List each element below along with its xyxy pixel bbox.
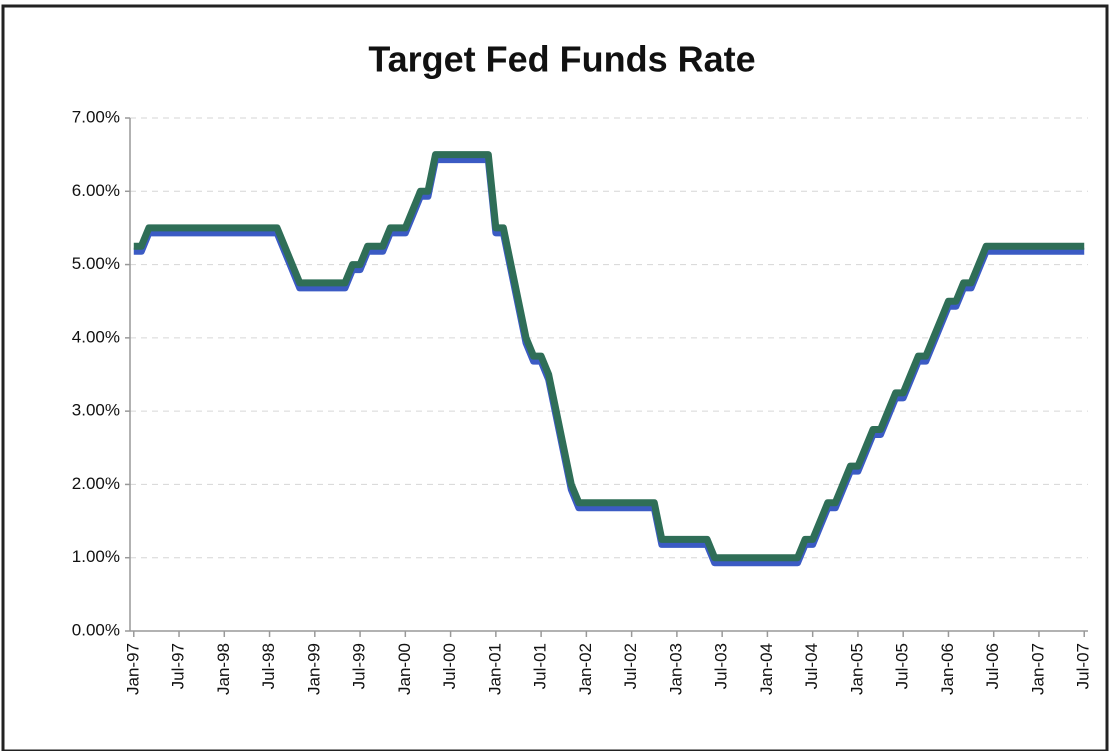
x-tick-label: Jan-01 bbox=[485, 643, 504, 695]
chart-title: Target Fed Funds Rate bbox=[368, 39, 755, 80]
x-tick-label: Jul-04 bbox=[802, 643, 821, 689]
y-tick-label: 5.00% bbox=[72, 254, 120, 273]
x-tick-label: Jan-06 bbox=[938, 643, 957, 695]
y-tick-label: 6.00% bbox=[72, 181, 120, 200]
x-tick-label: Jul-06 bbox=[983, 643, 1002, 689]
y-tick-label: 3.00% bbox=[72, 401, 120, 420]
x-tick-label: Jan-00 bbox=[395, 643, 414, 695]
x-tick-label: Jul-07 bbox=[1074, 643, 1093, 689]
x-tick-label: Jan-99 bbox=[304, 643, 323, 695]
x-tick-label: Jul-01 bbox=[531, 643, 550, 689]
x-tick-label: Jan-97 bbox=[123, 643, 142, 695]
chart-frame bbox=[1, 4, 1109, 751]
data-line bbox=[133, 151, 1085, 562]
x-tick-label: Jul-98 bbox=[259, 643, 278, 689]
y-tick-label: 7.00% bbox=[72, 107, 120, 126]
x-tick-label: Jan-03 bbox=[666, 643, 685, 695]
x-tick-label: Jul-00 bbox=[440, 643, 459, 689]
x-tick-label: Jan-05 bbox=[847, 643, 866, 695]
y-tick-label: 2.00% bbox=[72, 474, 120, 493]
y-tick-label: 1.00% bbox=[72, 547, 120, 566]
x-tick-label: Jul-03 bbox=[712, 643, 731, 689]
x-tick-label: Jan-07 bbox=[1028, 643, 1047, 695]
x-tick-label: Jul-02 bbox=[621, 643, 640, 689]
y-tick-label: 0.00% bbox=[72, 620, 120, 639]
x-tick-label: Jul-05 bbox=[893, 643, 912, 689]
x-tick-label: Jan-02 bbox=[576, 643, 595, 695]
x-tick-label: Jan-04 bbox=[757, 643, 776, 695]
y-tick-label: 4.00% bbox=[72, 327, 120, 346]
x-tick-label: Jul-97 bbox=[169, 643, 188, 689]
x-tick-label: Jan-98 bbox=[214, 643, 233, 695]
x-tick-label: Jul-99 bbox=[350, 643, 369, 689]
